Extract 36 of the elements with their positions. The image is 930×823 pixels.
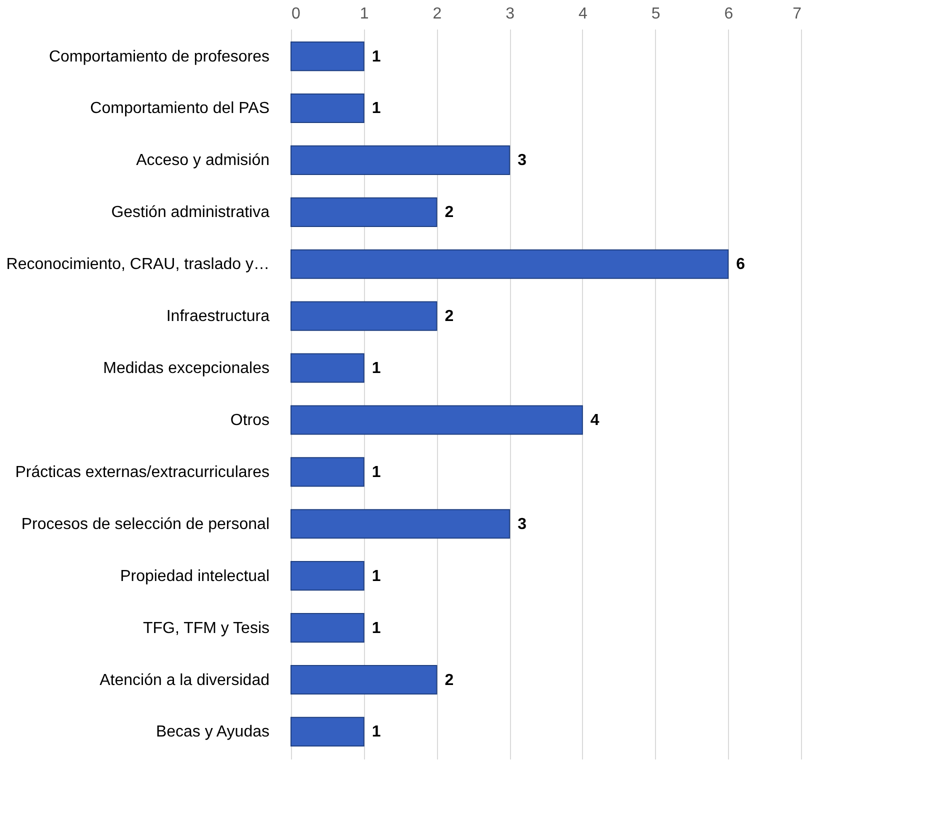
data-label: 1 bbox=[372, 724, 381, 741]
data-label: 1 bbox=[372, 360, 381, 378]
y-tick-label: Prácticas externas/extracurriculares bbox=[15, 464, 270, 481]
y-tick-label: Medidas excepcionales bbox=[103, 360, 270, 378]
y-tick-label: Atención a la diversidad bbox=[100, 672, 270, 689]
data-label: 1 bbox=[372, 620, 381, 637]
y-tick-label: TFG, TFM y Tesis bbox=[142, 620, 270, 637]
x-tick-label: 0 bbox=[292, 6, 300, 22]
x-tick-label: 5 bbox=[651, 6, 660, 22]
data-label: 1 bbox=[372, 568, 381, 585]
data-label: 1 bbox=[372, 464, 381, 481]
x-tick-label: 3 bbox=[506, 6, 515, 22]
data-label: 3 bbox=[518, 152, 527, 170]
x-tick-label: 6 bbox=[724, 6, 734, 22]
data-label: 2 bbox=[444, 308, 454, 326]
y-tick-label: Infraestructura bbox=[166, 308, 270, 326]
y-tick-label: Otros bbox=[230, 412, 270, 429]
x-tick-label: 4 bbox=[578, 6, 588, 22]
x-tick-label: 2 bbox=[432, 6, 442, 22]
data-label: 6 bbox=[736, 256, 746, 274]
data-label: 3 bbox=[518, 516, 527, 533]
y-tick-label: Reconocimiento, CRAU, traslado y… bbox=[6, 256, 270, 274]
data-label: 1 bbox=[372, 100, 381, 118]
data-label: 2 bbox=[444, 672, 454, 689]
y-tick-label: Acceso y admisión bbox=[136, 152, 270, 170]
data-label: 2 bbox=[444, 204, 454, 222]
y-tick-label: Gestión administrativa bbox=[111, 204, 270, 222]
x-tick-label: 1 bbox=[360, 6, 369, 22]
y-tick-label: Propiedad intelectual bbox=[120, 568, 270, 585]
y-tick-label: Becas y Ayudas bbox=[156, 724, 270, 741]
x-tick-label: 7 bbox=[792, 6, 802, 22]
data-label: 1 bbox=[372, 48, 381, 66]
data-label: 4 bbox=[590, 412, 600, 429]
y-tick-label: Comportamiento de profesores bbox=[48, 48, 270, 66]
y-tick-label: Comportamiento del PAS bbox=[90, 100, 270, 118]
y-tick-label: Procesos de selección de personal bbox=[21, 516, 270, 533]
